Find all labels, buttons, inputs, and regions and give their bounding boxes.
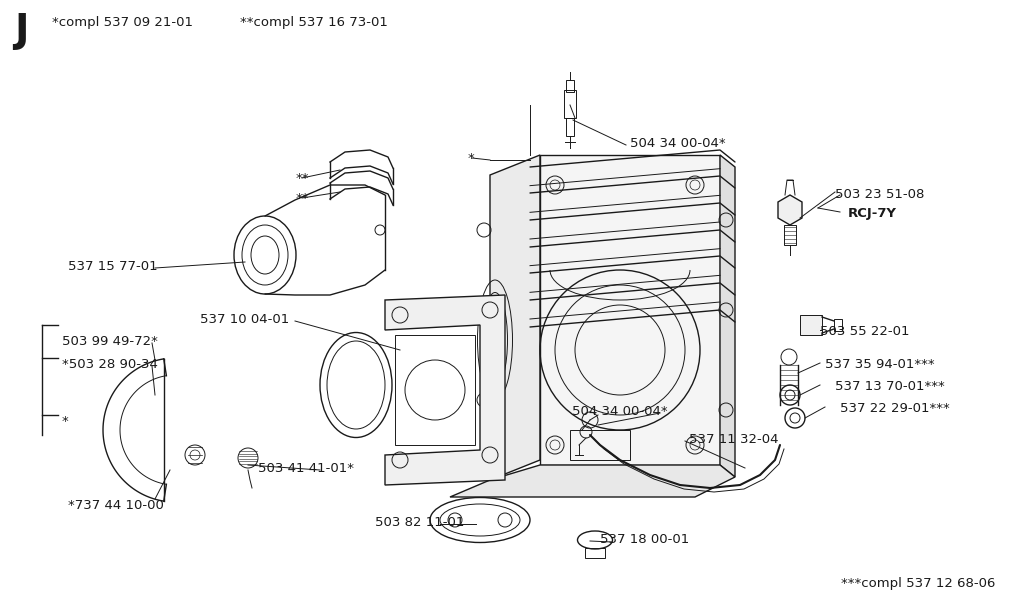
Text: *: * (468, 152, 475, 165)
Bar (834, 319, 842, 331)
Text: **: ** (296, 192, 309, 205)
Bar (585, 548, 605, 558)
Text: **: ** (296, 172, 309, 185)
Text: *compl 537 09 21-01: *compl 537 09 21-01 (52, 16, 193, 29)
Text: 537 35 94-01***: 537 35 94-01*** (825, 358, 935, 371)
Text: 537 13 70-01***: 537 13 70-01*** (835, 380, 945, 393)
Text: 504 34 00-04*: 504 34 00-04* (572, 405, 668, 418)
Text: **compl 537 16 73-01: **compl 537 16 73-01 (240, 16, 388, 29)
Text: J: J (14, 12, 29, 50)
Polygon shape (540, 155, 720, 465)
Text: ***compl 537 12 68-06: ***compl 537 12 68-06 (841, 577, 995, 590)
Text: *: * (62, 415, 69, 428)
Polygon shape (720, 155, 735, 477)
Bar (566, 118, 574, 136)
Text: 503 99 49-72*: 503 99 49-72* (62, 335, 158, 348)
Text: *737 44 10-00: *737 44 10-00 (68, 499, 164, 512)
Polygon shape (450, 465, 735, 497)
Text: 503 41 41-01*: 503 41 41-01* (258, 462, 354, 475)
Bar (564, 90, 575, 118)
Text: 503 82 11-01: 503 82 11-01 (375, 516, 464, 529)
Text: 503 55 22-01: 503 55 22-01 (820, 325, 909, 338)
Bar (395, 335, 475, 445)
Text: 537 18 00-01: 537 18 00-01 (600, 533, 689, 546)
Polygon shape (490, 155, 540, 480)
Text: 504 34 00-04*: 504 34 00-04* (630, 137, 726, 150)
Text: 537 15 77-01: 537 15 77-01 (68, 260, 158, 273)
Polygon shape (778, 195, 802, 225)
Bar (800, 315, 822, 335)
Text: 503 23 51-08: 503 23 51-08 (835, 188, 925, 201)
Text: 537 22 29-01***: 537 22 29-01*** (840, 402, 949, 415)
Text: *503 28 90-34: *503 28 90-34 (62, 358, 158, 371)
Text: RCJ-7Y: RCJ-7Y (848, 207, 897, 220)
Text: 537 11 32-04: 537 11 32-04 (689, 433, 778, 446)
Bar (784, 225, 796, 245)
Text: 537 10 04-01: 537 10 04-01 (200, 313, 289, 326)
Bar (566, 80, 574, 92)
Bar (570, 430, 630, 460)
Polygon shape (385, 295, 505, 485)
